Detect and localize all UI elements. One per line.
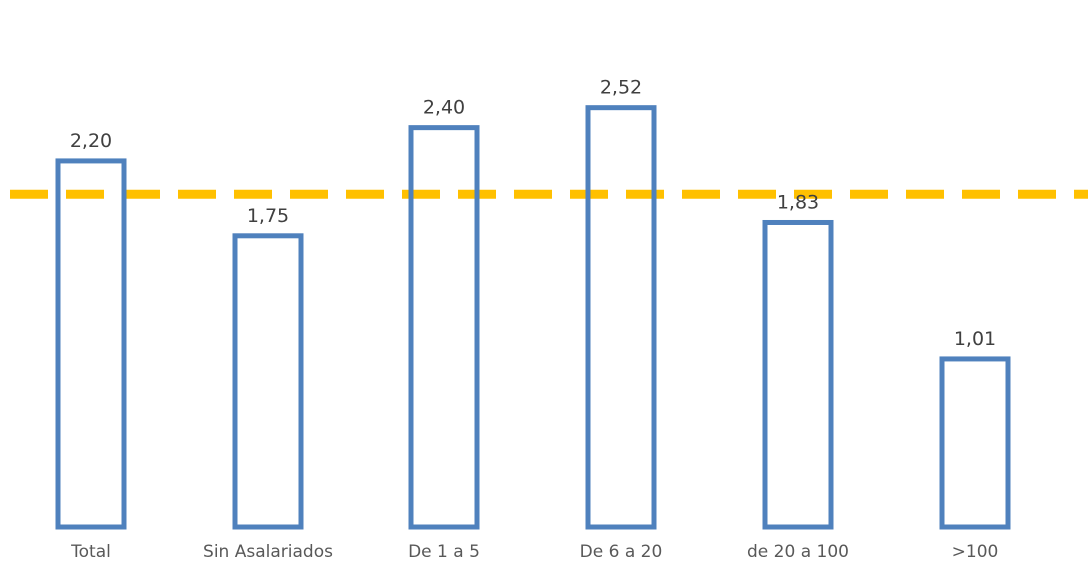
- value-label-2: 2,40: [423, 97, 465, 119]
- category-labels-group: Total Sin Asalariados De 1 a 5 De 6 a 20 de …: [70, 542, 998, 562]
- category-label-0: Total: [70, 542, 111, 562]
- category-label-3: De 6 a 20: [580, 542, 663, 562]
- category-label-4: de 20 a 100: [747, 542, 849, 562]
- category-label-1: Sin Asalariados: [203, 542, 333, 562]
- bar-2: [408, 125, 480, 530]
- bar-4: [762, 219, 834, 530]
- category-label-5: >100: [952, 542, 999, 562]
- value-labels-group: 2,20 1,75 2,40 2,52 1,83 1,01: [70, 77, 996, 350]
- value-label-4: 1,83: [777, 191, 819, 213]
- bar-1: [232, 233, 304, 530]
- value-label-5: 1,01: [954, 328, 996, 350]
- bar-0: [55, 158, 127, 530]
- bars-group: [55, 105, 1011, 530]
- value-label-0: 2,20: [70, 130, 112, 152]
- value-label-3: 2,52: [600, 77, 642, 99]
- bar-5: [939, 356, 1011, 530]
- value-label-1: 1,75: [247, 205, 289, 227]
- category-label-2: De 1 a 5: [408, 542, 480, 562]
- bar-3: [585, 105, 657, 530]
